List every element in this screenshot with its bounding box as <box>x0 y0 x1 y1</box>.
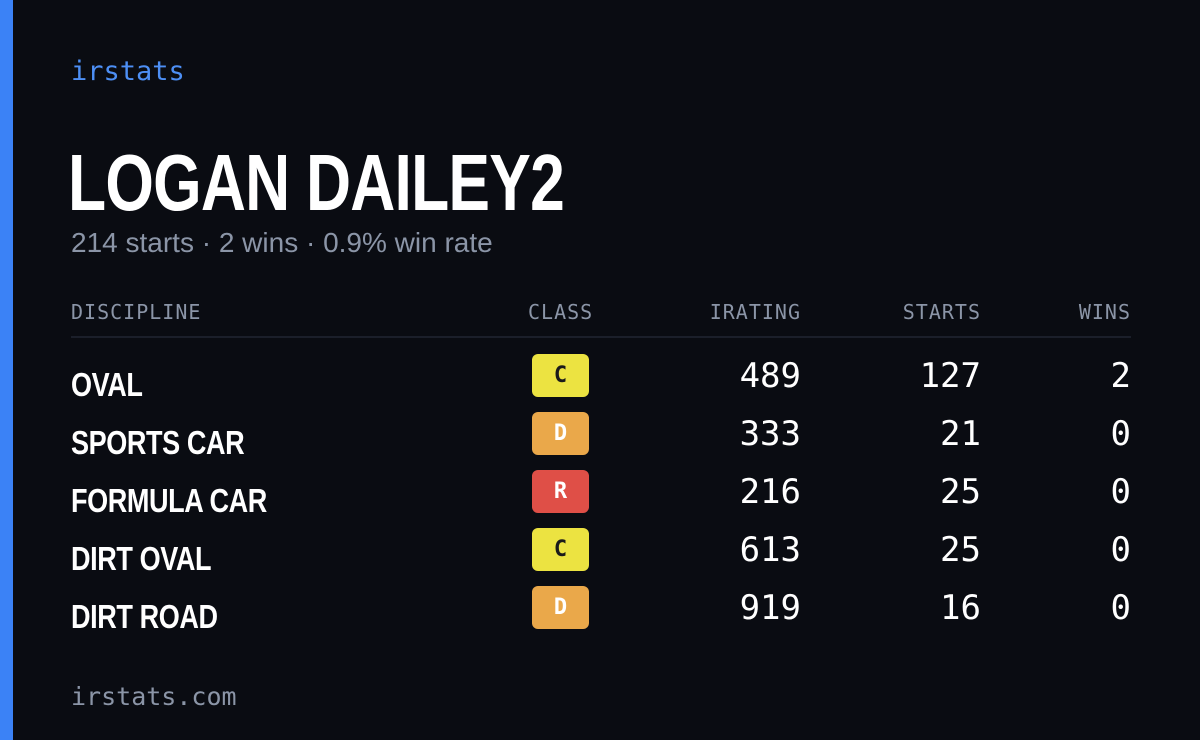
header-wins: WINS <box>1078 300 1131 324</box>
license-class-badge: D <box>532 412 589 455</box>
header-discipline: DISCIPLINE <box>71 300 202 324</box>
discipline-name: FORMULA CAR <box>71 482 267 519</box>
header-class: CLASS <box>528 300 594 324</box>
stats-table: DISCIPLINE CLASS IRATING STARTS WINS OVA… <box>71 296 1131 635</box>
license-class-badge: C <box>532 528 589 571</box>
starts-value: 16 <box>940 588 981 628</box>
table-row: FORMULA CAR R 216 25 0 <box>71 468 1131 526</box>
starts-value: 21 <box>940 414 981 454</box>
table-body: OVAL C 489 127 2 SPORTS CAR D 333 21 0 F… <box>71 352 1131 642</box>
starts-value: 25 <box>940 472 981 512</box>
wins-value: 0 <box>1110 588 1131 628</box>
irating-value: 613 <box>739 530 801 570</box>
wins-value: 2 <box>1110 356 1131 396</box>
irating-value: 333 <box>739 414 801 454</box>
license-class-badge: R <box>532 470 589 513</box>
discipline-name: OVAL <box>71 366 143 403</box>
wins-value: 0 <box>1110 472 1131 512</box>
table-row: DIRT OVAL C 613 25 0 <box>71 526 1131 584</box>
player-summary: 214 starts · 2 wins · 0.9% win rate <box>71 227 493 258</box>
header-starts: STARTS <box>902 300 981 324</box>
table-row: OVAL C 489 127 2 <box>71 352 1131 410</box>
irating-value: 489 <box>739 356 801 396</box>
footer-url: irstats.com <box>71 682 237 711</box>
table-row: SPORTS CAR D 333 21 0 <box>71 410 1131 468</box>
starts-value: 127 <box>919 356 981 396</box>
starts-value: 25 <box>940 530 981 570</box>
discipline-name: DIRT ROAD <box>71 598 218 635</box>
irating-value: 919 <box>739 588 801 628</box>
irating-value: 216 <box>739 472 801 512</box>
wins-value: 0 <box>1110 530 1131 570</box>
license-class-badge: C <box>532 354 589 397</box>
table-header: DISCIPLINE CLASS IRATING STARTS WINS <box>71 296 1131 338</box>
table-row: DIRT ROAD D 919 16 0 <box>71 584 1131 642</box>
header-irating: IRATING <box>709 300 801 324</box>
brand-logo-text: irstats <box>71 56 185 87</box>
discipline-name: DIRT OVAL <box>71 540 212 577</box>
license-class-badge: D <box>532 586 589 629</box>
player-name: LOGAN DAILEY2 <box>68 138 565 227</box>
accent-bar <box>0 0 13 740</box>
discipline-name: SPORTS CAR <box>71 424 245 461</box>
wins-value: 0 <box>1110 414 1131 454</box>
